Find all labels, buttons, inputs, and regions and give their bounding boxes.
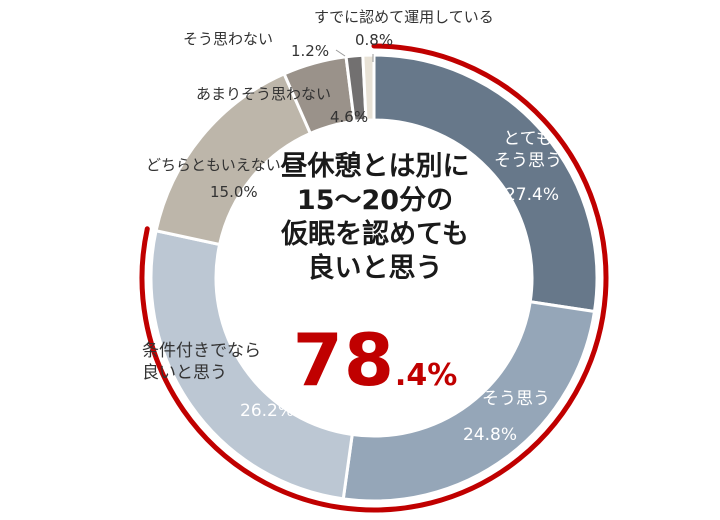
slice-conditional-agree [149,228,354,501]
slice-value-already-operating: 0.8% [355,31,393,49]
center-line-3: 仮眠を認めても [281,219,469,250]
highlight-integer: 78 [292,318,395,402]
center-line-4: 良いと思う [307,253,443,284]
highlight-arc [139,43,609,513]
slice-already-operating [361,53,376,122]
slice-label-conditional-agree: 条件付きでなら良いと思う [142,341,261,383]
slice-label-very-agree: とてもそう思う [494,129,562,171]
slice-label-somewhat-disagree: あまりそう思わない [196,85,331,103]
leader-disagree [335,49,346,57]
center-line-2: 15～20分の [296,185,454,216]
slice-value-neutral: 15.0% [210,183,258,201]
slice-value-agree: 24.8% [463,425,517,445]
slice-very-agree [372,53,599,314]
slice-label-agree: そう思う [482,389,550,409]
slice-label-neutral: どちらともいえない [146,156,281,174]
highlight-percentage: 78.4% [250,318,500,402]
slice-value-disagree: 1.2% [291,42,329,60]
slice-label-already-operating: すでに認めて運用している [314,8,494,26]
slice-label-disagree: そう思わない [183,30,273,48]
slice-value-conditional-agree: 26.2% [240,401,294,421]
center-caption: 昼休憩とは別に 15～20分の 仮眠を認めても 良いと思う [250,150,500,286]
slice-value-very-agree: 27.4% [505,185,559,205]
slice-value-somewhat-disagree: 4.6% [330,108,368,126]
center-line-1: 昼休憩とは別に [280,151,470,182]
highlight-decimal: .4% [394,358,458,393]
